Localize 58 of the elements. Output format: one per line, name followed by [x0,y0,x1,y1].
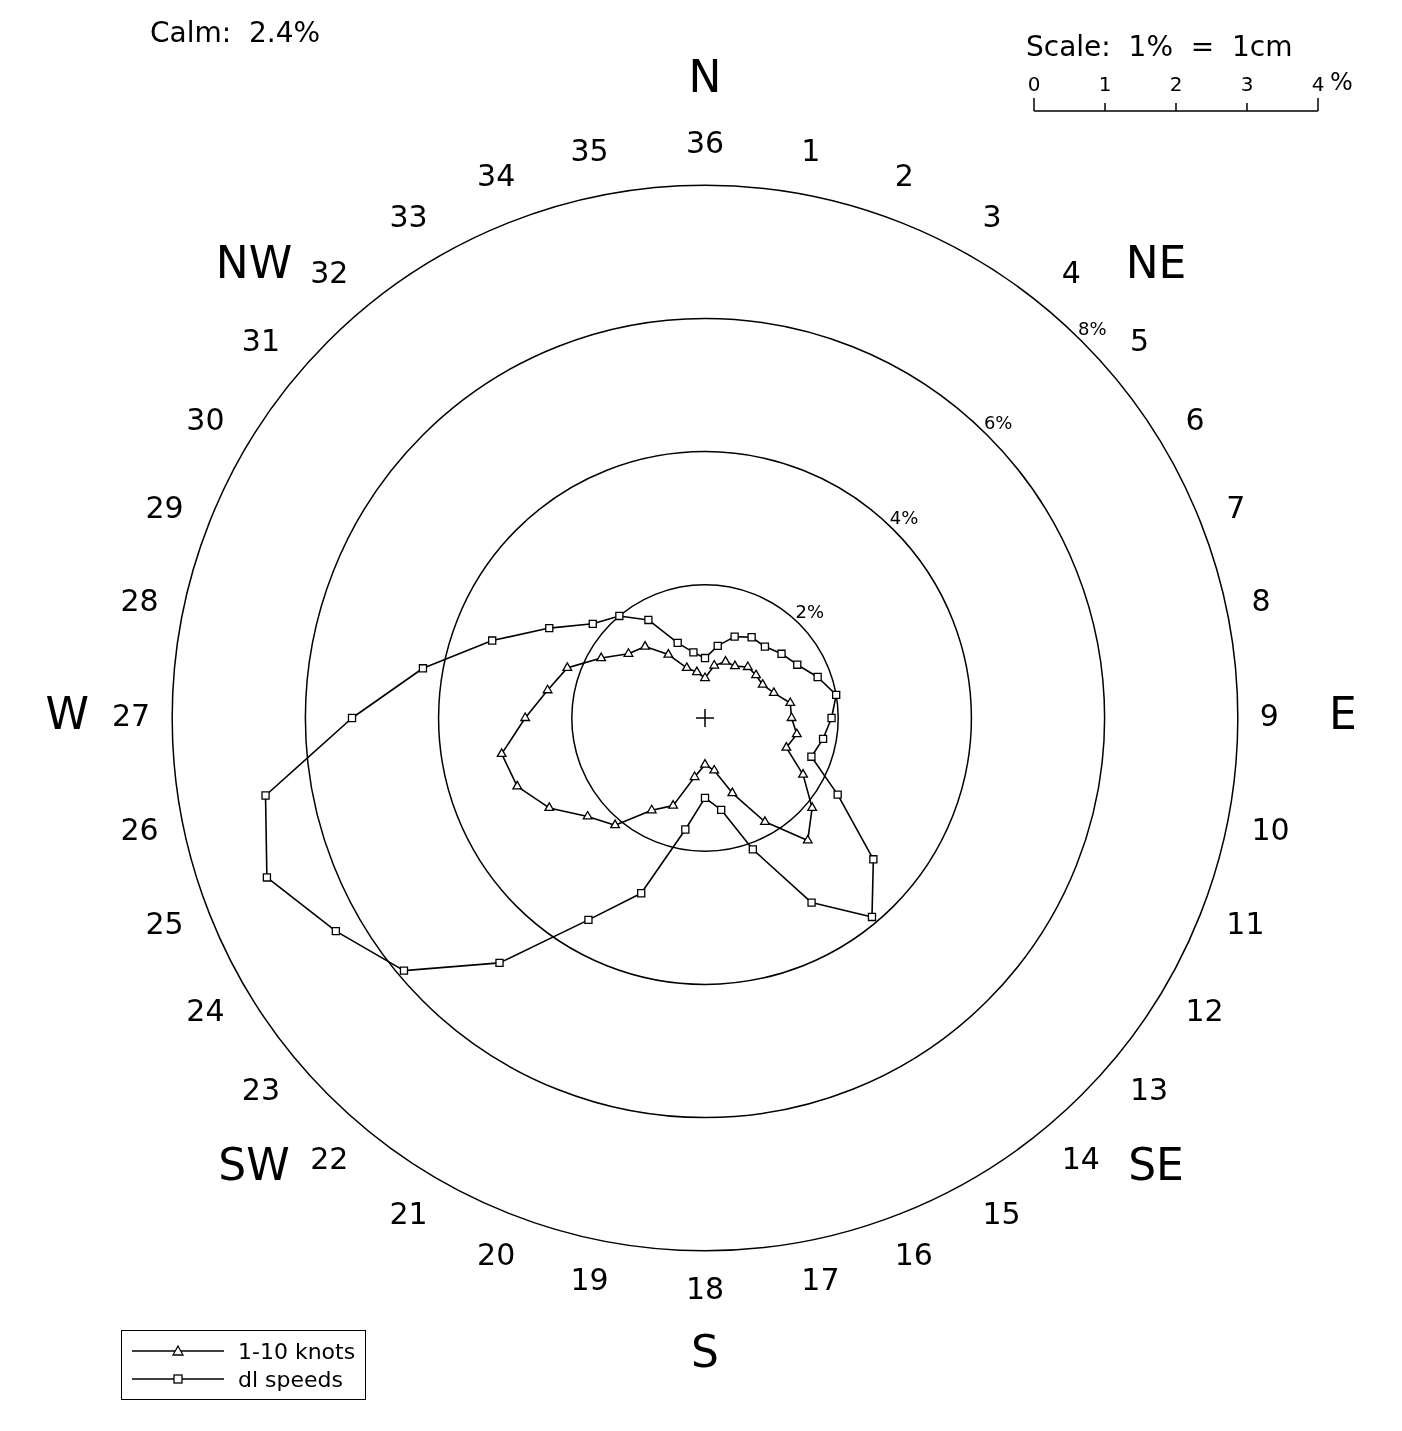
spoke-label: 18 [685,1270,725,1306]
spoke-label: 12 [1185,993,1224,1029]
spoke-label: 1 [801,133,821,169]
spoke-label: 35 [570,133,609,169]
text: N [688,50,722,102]
text: S [691,1326,719,1378]
spoke-label: 3 [982,199,1002,235]
spoke-label: 36 [685,124,725,160]
spoke-label: 9 [1259,697,1279,733]
spoke-label: 16 [894,1237,933,1273]
spoke-label: 24 [186,993,225,1029]
spoke-label: 25 [145,905,184,941]
text: Scale: 1% = 1cm [1026,30,1293,63]
text: 4 [1311,72,1325,96]
spoke-label: 28 [120,583,159,619]
text: W [45,688,89,740]
text: E [1328,688,1357,740]
spoke-label: 15 [982,1196,1021,1232]
spoke-label: 7 [1226,490,1246,526]
spoke-label: 33 [389,199,428,235]
y-tick-label: 4% [889,506,919,528]
text: % [1330,68,1353,96]
spoke-label: 23 [241,1072,280,1108]
y-tick-label: 8% [1078,318,1107,340]
spoke-label: 27 [111,697,151,733]
legend-label: dl speeds [238,1366,343,1392]
spoke-label: 10 [1251,812,1290,848]
text: 0 [1026,72,1042,96]
y-tick-label: 6% [983,412,1013,434]
spoke-label: 29 [145,490,184,526]
text: NW [215,237,293,289]
spoke-label: 8 [1251,583,1271,619]
spoke-label: 34 [477,158,516,194]
spoke-label: 2 [894,158,914,194]
text: NE [1125,237,1187,289]
text: SW [218,1139,290,1191]
spoke-label: 4 [1061,254,1081,290]
spoke-label: 19 [570,1262,609,1298]
spoke-label: 14 [1061,1140,1100,1176]
y-tick-label: 2% [795,600,825,622]
legend-label: 1-10 knots [238,1338,356,1364]
spoke-label: 6 [1185,402,1205,438]
spoke-label: 5 [1130,323,1150,359]
text: Calm: 2.4% [150,16,321,49]
text: 3 [1239,72,1255,96]
text: 1 [1097,72,1113,96]
spoke-label: 13 [1130,1072,1169,1108]
text: 2 [1168,72,1184,96]
spoke-label: 31 [241,323,280,359]
spoke-label: 20 [477,1237,516,1273]
spoke-label: 21 [389,1196,428,1232]
spoke-label: 30 [186,402,225,438]
spoke-label: 22 [310,1140,349,1176]
spoke-label: 17 [801,1262,840,1298]
spoke-label: 32 [310,254,349,290]
text: SE [1128,1139,1184,1191]
spoke-label: 26 [120,812,159,848]
spoke-label: 11 [1226,905,1265,941]
